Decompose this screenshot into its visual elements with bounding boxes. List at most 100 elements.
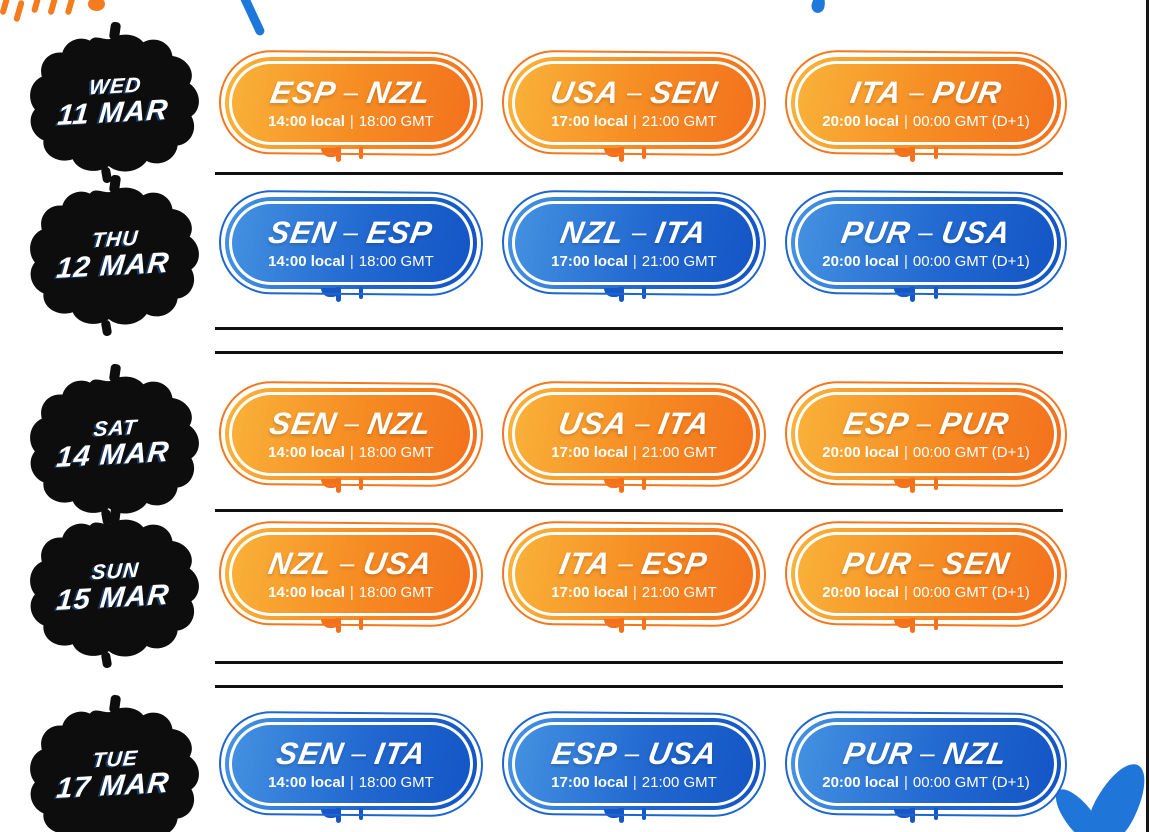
time-local: 20:00 local: [822, 113, 899, 130]
match-pill: ESP–USA 17:00 local | 21:00 GMT: [508, 718, 760, 823]
team-away: USA: [361, 546, 436, 581]
team-home: ITA: [557, 546, 615, 581]
team-away: ESP: [364, 215, 436, 250]
match-teams: ESP–NZL: [268, 75, 434, 110]
time-gmt: 18:00 GMT: [358, 774, 434, 791]
time-gmt: 21:00 GMT: [641, 584, 717, 601]
match-times: 14:00 local | 18:00 GMT: [268, 775, 434, 790]
match-times: 14:00 local | 18:00 GMT: [268, 445, 434, 460]
team-home: NZL: [266, 546, 336, 581]
match-pill: PUR–SEN 20:00 local | 00:00 GMT (D+1): [791, 528, 1061, 633]
match-teams: PUR–NZL: [841, 736, 1011, 771]
row-divider: [215, 685, 1063, 688]
match-teams: SEN–NZL: [267, 406, 435, 441]
time-local: 20:00 local: [822, 444, 899, 461]
team-home: PUR: [838, 215, 914, 250]
row-divider: [215, 351, 1063, 354]
date-badge: SAT 14 MAR: [28, 363, 200, 526]
time-gmt: 00:00 GMT (D+1): [912, 253, 1030, 270]
time-gmt: 00:00 GMT (D+1): [912, 113, 1030, 130]
team-away: USA: [938, 215, 1014, 250]
match-teams: ITA–ESP: [557, 546, 710, 581]
team-home: ESP: [548, 736, 620, 771]
match-teams: ESP–USA: [548, 736, 720, 771]
ink-splat-icon: [30, 34, 199, 172]
time-gmt: 18:00 GMT: [358, 584, 434, 601]
team-away: SEN: [647, 75, 721, 110]
team-away: SEN: [939, 546, 1013, 581]
ink-splat-icon: [30, 519, 199, 657]
match-times: 20:00 local | 00:00 GMT (D+1): [822, 254, 1029, 269]
row-divider: [215, 172, 1063, 175]
time-separator: |: [349, 253, 354, 270]
team-away: ITA: [652, 215, 710, 250]
team-separator: –: [621, 738, 643, 768]
team-home: ESP: [840, 406, 912, 441]
date-badge: THU 12 MAR: [28, 174, 200, 337]
time-local: 17:00 local: [551, 444, 628, 461]
time-gmt: 00:00 GMT (D+1): [912, 584, 1030, 601]
time-local: 17:00 local: [551, 113, 628, 130]
time-gmt: 18:00 GMT: [358, 253, 434, 270]
time-local: 14:00 local: [268, 444, 345, 461]
paint-dot-icon: [88, 0, 105, 11]
match-times: 20:00 local | 00:00 GMT (D+1): [822, 585, 1029, 600]
match-pill: NZL–ITA 17:00 local | 21:00 GMT: [508, 197, 760, 302]
match-pill: NZL–USA 14:00 local | 18:00 GMT: [225, 528, 477, 633]
match-times: 14:00 local | 18:00 GMT: [268, 114, 434, 129]
time-local: 14:00 local: [268, 253, 345, 270]
time-separator: |: [349, 444, 354, 461]
time-separator: |: [349, 774, 354, 791]
match-pill: SEN–ESP 14:00 local | 18:00 GMT: [225, 197, 477, 302]
match-pill: ESP–NZL 14:00 local | 18:00 GMT: [225, 57, 477, 162]
schedule-row: NZL–USA 14:00 local | 18:00 GMT ITA–ESP 17…: [0, 528, 1150, 633]
time-local: 17:00 local: [551, 253, 628, 270]
ink-splat-icon: [30, 187, 199, 325]
time-separator: |: [903, 113, 908, 130]
time-separator: |: [632, 444, 637, 461]
match-pill: USA–SEN 17:00 local | 21:00 GMT: [508, 57, 760, 162]
team-home: NZL: [558, 215, 628, 250]
team-home: SEN: [267, 406, 341, 441]
team-home: USA: [555, 406, 631, 441]
match-pill: PUR–NZL 20:00 local | 00:00 GMT (D+1): [791, 718, 1061, 823]
match-teams: ESP–PUR: [840, 406, 1011, 441]
team-away: USA: [644, 736, 720, 771]
frame-right-border: [1146, 0, 1149, 832]
time-separator: |: [632, 113, 637, 130]
paint-stroke-icon: [239, 0, 266, 37]
match-times: 17:00 local | 21:00 GMT: [551, 585, 717, 600]
time-gmt: 21:00 GMT: [641, 444, 717, 461]
team-separator: –: [624, 77, 646, 107]
team-separator: –: [632, 408, 654, 438]
team-separator: –: [913, 408, 935, 438]
team-home: ESP: [268, 75, 340, 110]
team-away: NZL: [941, 736, 1011, 771]
team-home: SEN: [273, 736, 347, 771]
time-separator: |: [632, 253, 637, 270]
paint-stroke-icon: [47, 0, 59, 16]
team-separator: –: [916, 548, 938, 578]
paint-stroke-icon: [64, 0, 76, 16]
time-separator: |: [349, 113, 354, 130]
team-away: NZL: [365, 406, 435, 441]
time-gmt: 21:00 GMT: [641, 774, 717, 791]
time-separator: |: [903, 774, 908, 791]
time-local: 14:00 local: [268, 774, 345, 791]
date-badge: SUN 15 MAR: [28, 506, 200, 669]
match-times: 17:00 local | 21:00 GMT: [551, 254, 717, 269]
match-times: 20:00 local | 00:00 GMT (D+1): [822, 445, 1029, 460]
match-times: 14:00 local | 18:00 GMT: [268, 585, 434, 600]
time-local: 20:00 local: [822, 584, 899, 601]
match-pill: USA–ITA 17:00 local | 21:00 GMT: [508, 388, 760, 493]
match-teams: NZL–ITA: [558, 215, 710, 250]
match-teams: USA–ITA: [555, 406, 713, 441]
team-away: ITA: [371, 736, 429, 771]
team-home: USA: [547, 75, 623, 110]
schedule-row: ESP–NZL 14:00 local | 18:00 GMT USA–SEN 17…: [0, 57, 1150, 162]
time-separator: |: [632, 774, 637, 791]
match-teams: SEN–ESP: [266, 215, 436, 250]
match-teams: USA–SEN: [547, 75, 721, 110]
time-separator: |: [349, 584, 354, 601]
